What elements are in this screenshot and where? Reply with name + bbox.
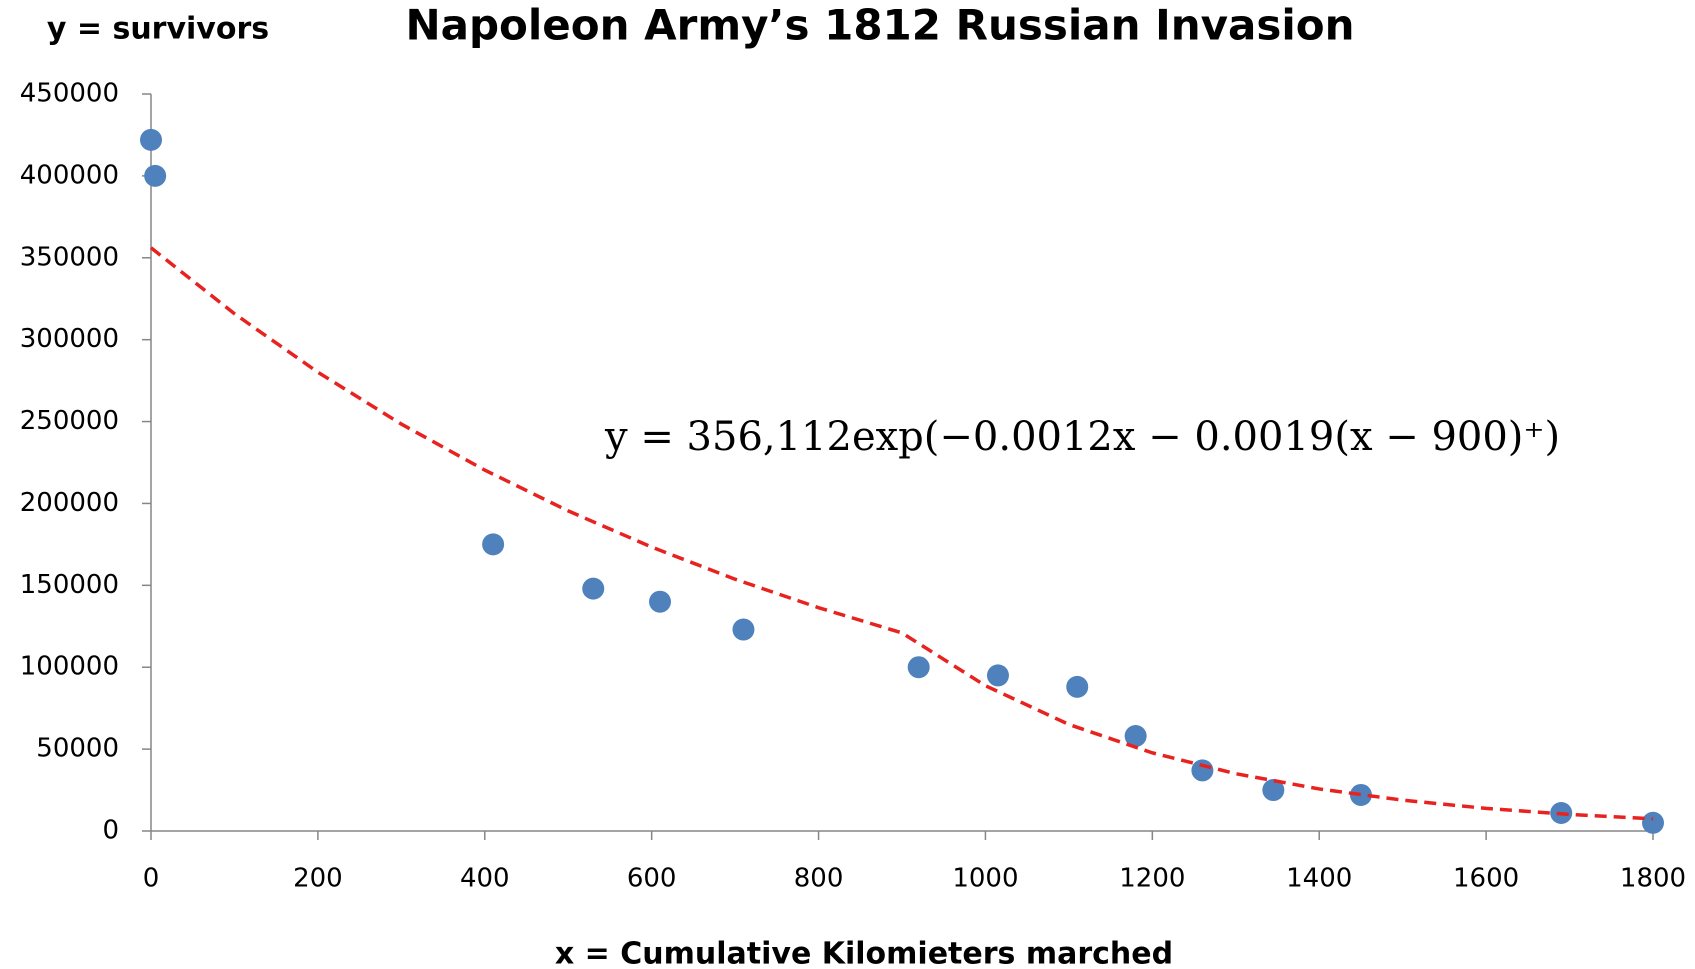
data-point xyxy=(1124,725,1147,748)
data-point xyxy=(1262,779,1285,802)
y-tick-label: 400000 xyxy=(20,160,119,190)
y-tick-label: 450000 xyxy=(20,79,119,109)
x-tick-label: 600 xyxy=(627,864,677,894)
y-tick-label: 150000 xyxy=(20,570,119,600)
data-point xyxy=(1349,783,1372,806)
x-tick-label: 0 xyxy=(143,864,160,894)
data-point xyxy=(482,533,505,556)
x-tick-label: 1400 xyxy=(1286,864,1352,894)
y-tick-label: 250000 xyxy=(20,406,119,436)
x-tick-label: 1200 xyxy=(1119,864,1185,894)
equation: y = 356,112exp(−0.0012x − 0.0019(x − 900… xyxy=(604,414,1560,460)
data-point xyxy=(732,618,755,641)
data-point xyxy=(582,577,605,600)
data-point xyxy=(649,590,672,613)
x-tick-label: 1800 xyxy=(1620,864,1686,894)
y-tick-label: 100000 xyxy=(20,652,119,682)
y-tick-label: 50000 xyxy=(36,734,119,764)
data-point xyxy=(1191,759,1214,782)
data-point xyxy=(1642,811,1664,834)
x-tick-label: 1000 xyxy=(952,864,1018,894)
data-point xyxy=(907,656,930,679)
x-axis-label: x = Cumulative Kilomieters marched xyxy=(555,937,1173,969)
data-point xyxy=(1066,675,1089,698)
data-point xyxy=(144,164,167,187)
x-tick-label: 400 xyxy=(460,864,510,894)
fit-curve xyxy=(149,246,1654,821)
y-tick-label: 0 xyxy=(102,816,119,846)
data-point xyxy=(140,128,162,151)
x-tick-label: 200 xyxy=(293,864,343,894)
y-tick-label: 200000 xyxy=(20,488,119,518)
y-tick-label: 350000 xyxy=(20,242,119,272)
x-tick-label: 1600 xyxy=(1453,864,1519,894)
y-tick-label: 300000 xyxy=(20,324,119,354)
data-point xyxy=(986,664,1009,687)
x-tick-label: 800 xyxy=(794,864,844,894)
y-axis-label: y = survivors xyxy=(47,12,269,47)
chart-title: Napoleon Army’s 1812 Russian Invasion xyxy=(405,1,1354,50)
